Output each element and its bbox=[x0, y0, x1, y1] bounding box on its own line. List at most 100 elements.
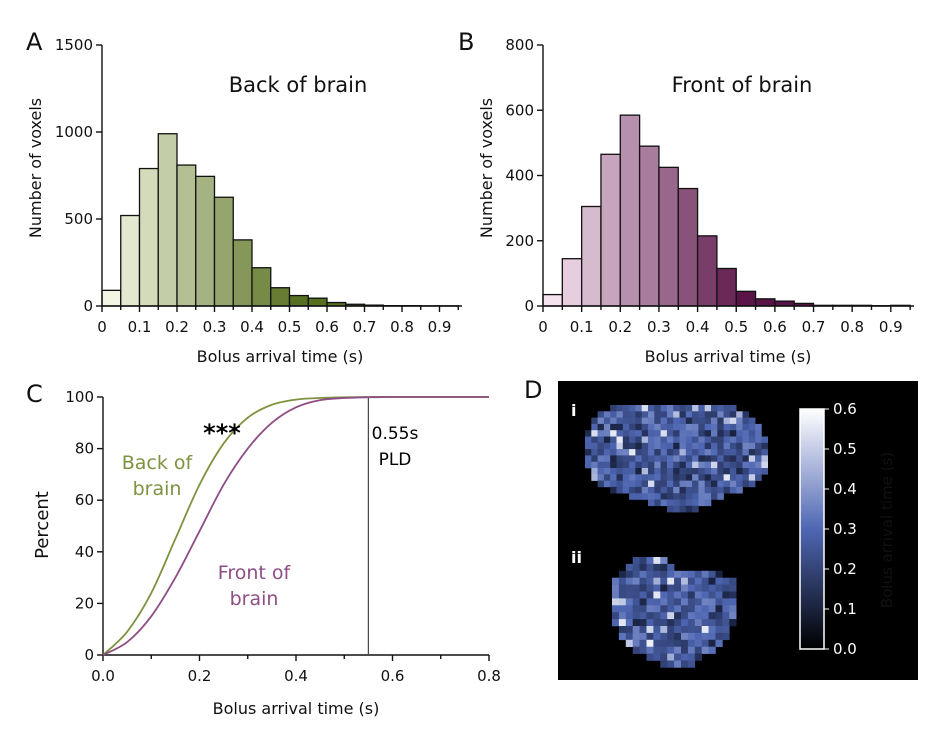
brain-back-voxel bbox=[748, 449, 756, 456]
brain-back-voxel bbox=[610, 411, 617, 418]
brain-front-voxel bbox=[681, 653, 689, 661]
brain-back-voxel bbox=[736, 468, 743, 475]
brain-back-voxel bbox=[704, 423, 712, 431]
brain-back-voxel bbox=[685, 499, 693, 507]
brain-front-voxel bbox=[674, 598, 682, 606]
brain-back-voxel bbox=[648, 480, 655, 488]
brain-back-voxel bbox=[616, 474, 624, 481]
brain-back-voxel bbox=[622, 436, 630, 444]
brain-front-voxel bbox=[646, 584, 654, 592]
brain-back-voxel bbox=[704, 474, 712, 481]
brain-back-voxel bbox=[729, 455, 737, 462]
brain-front-voxel bbox=[612, 584, 620, 592]
brain-front-voxel bbox=[653, 632, 661, 641]
brain-back-voxel bbox=[679, 493, 687, 500]
brain-back-voxel bbox=[635, 436, 642, 444]
brain-back-voxel bbox=[742, 474, 750, 481]
brain-back-voxel bbox=[648, 493, 655, 500]
y-tick-label-a-2: 1000 bbox=[55, 123, 93, 141]
brain-back-voxel bbox=[641, 417, 649, 425]
brain-back-voxel bbox=[629, 455, 636, 462]
brain-front-voxel bbox=[639, 557, 647, 565]
brain-back-voxel bbox=[654, 436, 661, 444]
brain-front-voxel bbox=[632, 646, 640, 654]
brain-front-voxel bbox=[694, 584, 702, 592]
brain-front-voxel bbox=[653, 646, 661, 654]
y-tick-label-c-3: 60 bbox=[75, 491, 94, 509]
brain-back-voxel bbox=[610, 486, 617, 494]
colorbar-tick-label-4: 0.4 bbox=[833, 480, 857, 498]
brain-back-voxel bbox=[692, 468, 699, 475]
brain-back-voxel bbox=[603, 468, 611, 475]
panel-c-ylabel: Percent bbox=[32, 491, 53, 559]
brain-back-voxel bbox=[698, 468, 705, 475]
brain-back-voxel bbox=[704, 411, 712, 418]
brain-back-voxel bbox=[660, 405, 668, 412]
brain-front-voxel bbox=[612, 598, 620, 606]
brain-back-voxel bbox=[685, 480, 693, 488]
brain-back-voxel bbox=[666, 405, 674, 412]
brain-front-voxel bbox=[632, 612, 640, 620]
brain-back-voxel bbox=[685, 417, 693, 425]
brain-back-voxel bbox=[679, 436, 687, 444]
brain-back-voxel bbox=[603, 423, 611, 431]
brain-front-voxel bbox=[674, 632, 682, 641]
brain-back-voxel bbox=[654, 455, 661, 462]
panel-letter-b: B bbox=[458, 28, 474, 56]
brain-front-voxel bbox=[708, 646, 716, 654]
brain-back-voxel bbox=[729, 442, 737, 450]
brain-back-voxel bbox=[622, 468, 630, 475]
brain-back-voxel bbox=[692, 493, 699, 500]
brain-back-voxel bbox=[666, 436, 674, 444]
brain-back-voxel bbox=[704, 455, 712, 462]
brain-back-voxel bbox=[622, 442, 630, 450]
brain-front-voxel bbox=[715, 612, 723, 620]
brain-back-voxel bbox=[585, 461, 592, 469]
brain-back-voxel bbox=[666, 423, 674, 431]
panel-d: D i ii 0.0 0.1 0.2 0.3 0.4 0.5 0.6 Bolus arriv… bbox=[524, 376, 918, 680]
colorbar-tick-label-5: 0.5 bbox=[833, 440, 857, 458]
back-of-brain-label-line1: Back of bbox=[122, 452, 194, 474]
brain-front-voxel bbox=[694, 619, 702, 627]
brain-back-voxel bbox=[616, 461, 624, 469]
brain-front-voxel bbox=[715, 619, 723, 627]
brain-back-voxel bbox=[597, 417, 605, 425]
brain-back-voxel bbox=[622, 449, 630, 456]
brain-back-voxel bbox=[673, 411, 680, 418]
brain-back-voxel bbox=[660, 493, 668, 500]
brain-back-voxel bbox=[698, 430, 705, 437]
brain-back-voxel bbox=[648, 461, 655, 469]
panel-c-lines bbox=[102, 396, 489, 656]
x-tick-label-a-6: 0.6 bbox=[315, 318, 339, 336]
brain-front-voxel bbox=[694, 632, 702, 641]
brain-back-voxel bbox=[698, 411, 705, 418]
brain-front-voxel bbox=[632, 619, 640, 627]
brain-back-voxel bbox=[629, 480, 636, 488]
brain-back-voxel bbox=[717, 474, 724, 481]
x-tick-label-b-5: 0.5 bbox=[724, 318, 748, 336]
brain-back-voxel bbox=[610, 442, 617, 450]
brain-back-voxel bbox=[591, 468, 598, 475]
brain-back-voxel bbox=[692, 480, 699, 488]
brain-back-voxel bbox=[648, 405, 655, 412]
brain-front-voxel bbox=[729, 577, 737, 585]
brain-front-voxel bbox=[625, 584, 633, 592]
subpanel-label-ii: ii bbox=[571, 548, 582, 567]
brain-back-voxel bbox=[685, 486, 693, 494]
brain-back-voxel bbox=[717, 436, 724, 444]
brain-front-voxel bbox=[639, 605, 647, 613]
brain-front-voxel bbox=[639, 626, 647, 634]
brain-front-voxel bbox=[660, 577, 668, 585]
brain-back-voxel bbox=[761, 436, 768, 444]
brain-back-voxel bbox=[685, 423, 693, 431]
brain-back-voxel bbox=[641, 405, 649, 412]
brain-back-voxel bbox=[736, 486, 743, 494]
brain-back-voxel bbox=[761, 442, 768, 450]
brain-front-voxel bbox=[708, 639, 716, 647]
panel-letter-a: A bbox=[26, 28, 43, 56]
brain-back-voxel bbox=[679, 417, 687, 425]
brain-back-voxel bbox=[666, 455, 674, 462]
brain-front-voxel bbox=[653, 639, 661, 647]
brain-front-voxel bbox=[639, 577, 647, 585]
